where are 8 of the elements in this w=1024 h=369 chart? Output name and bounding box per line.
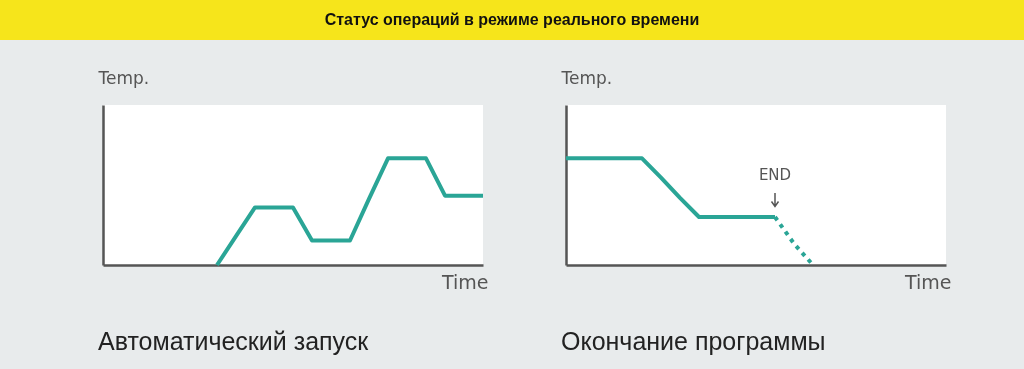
x-axis-title: Time: [441, 270, 489, 293]
text: Статус операций в режиме реального времени: [0, 0, 1024, 40]
y-axis-title: Temp.: [97, 67, 150, 88]
annotation: END: [758, 166, 792, 184]
text: Окончание программы: [561, 327, 826, 355]
x-axis-title: Time: [904, 270, 952, 293]
y-axis-title: Temp.: [560, 67, 613, 88]
text: Автоматический запуск: [98, 327, 370, 355]
